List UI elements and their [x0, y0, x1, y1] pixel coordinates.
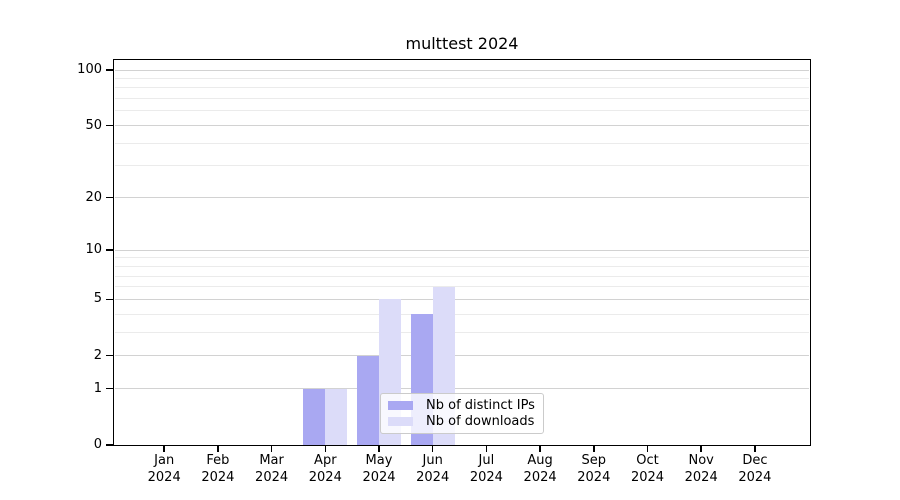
legend-swatch-downloads [388, 417, 413, 426]
minor-gridline [115, 87, 809, 89]
minor-gridline [115, 77, 809, 79]
x-tick-month: Nov [688, 453, 714, 468]
x-tick-month: Jan [154, 453, 175, 468]
x-tick-mark [324, 446, 327, 452]
x-tick-year: 2024 [577, 469, 611, 485]
x-tick-label: Sep 2024 [562, 453, 626, 486]
x-tick-mark [754, 446, 756, 452]
y-tick-mark [106, 124, 114, 127]
minor-gridline [115, 257, 809, 259]
legend-swatch-distinct-ips [388, 401, 413, 410]
y-tick-label: 10 [85, 242, 102, 258]
x-tick-label: Aug 2024 [508, 453, 572, 486]
x-tick-label: Dec 2024 [723, 453, 787, 486]
minor-gridline [115, 142, 809, 144]
major-gridline [115, 298, 809, 300]
x-tick-year: 2024 [469, 469, 503, 485]
plot-frame [113, 59, 811, 446]
x-tick-month: Jun [422, 453, 443, 468]
major-gridline [115, 197, 809, 199]
x-tick-year: 2024 [416, 469, 450, 485]
major-gridline [115, 69, 809, 71]
x-tick-month: Apr [314, 453, 337, 468]
minor-gridline [115, 275, 809, 277]
y-tick-label: 50 [85, 117, 102, 133]
minor-gridline [115, 331, 809, 333]
bar-apr-downloads [325, 388, 348, 445]
minor-gridline [115, 313, 809, 315]
x-tick-mark [431, 446, 434, 452]
x-tick-year: 2024 [630, 469, 665, 485]
major-gridline [115, 125, 809, 127]
major-gridline [115, 355, 809, 357]
x-tick-mark [593, 446, 595, 452]
x-tick-mark [217, 446, 219, 452]
x-tick-month: Jul [478, 453, 495, 468]
minor-gridline [115, 286, 809, 288]
x-tick-year: 2024 [684, 469, 718, 485]
minor-gridline [115, 98, 809, 100]
y-tick-mark [106, 196, 114, 199]
y-tick-mark [106, 387, 114, 390]
x-tick-year: 2024 [201, 469, 235, 485]
x-tick-year: 2024 [362, 469, 396, 485]
y-tick-mark [106, 249, 114, 251]
y-tick-label: 20 [85, 189, 102, 205]
x-tick-label: Apr 2024 [293, 453, 357, 486]
major-gridline [115, 249, 809, 251]
minor-gridline [115, 110, 809, 112]
x-tick-month: Oct [636, 453, 659, 468]
x-tick-year: 2024 [308, 469, 342, 485]
x-tick-year: 2024 [523, 469, 557, 485]
x-tick-month: Mar [259, 453, 284, 468]
chart-title: multtest 2024 [405, 34, 519, 53]
x-tick-mark [485, 446, 488, 452]
x-tick-label: Mar 2024 [240, 453, 304, 486]
y-tick-mark [106, 354, 114, 357]
legend-item-distinct-ips: Nb of distinct IPs [388, 398, 535, 413]
major-gridline [115, 388, 809, 390]
x-tick-mark [378, 446, 380, 452]
x-tick-label: Jan 2024 [132, 453, 196, 486]
x-tick-year: 2024 [147, 469, 181, 485]
x-tick-month: May [365, 453, 393, 468]
bar-may-distinct-ips [357, 355, 379, 445]
x-tick-month: Aug [527, 453, 553, 468]
y-tick-label: 1 [93, 380, 102, 396]
legend-label-distinct-ips: Nb of distinct IPs [426, 398, 535, 413]
legend-item-downloads: Nb of downloads [388, 414, 535, 429]
x-tick-mark [163, 446, 165, 452]
x-tick-label: Jun 2024 [401, 453, 465, 486]
x-tick-mark [700, 446, 702, 452]
x-tick-label: Nov 2024 [669, 453, 733, 486]
legend-label-downloads: Nb of downloads [426, 414, 535, 429]
y-tick-label: 2 [93, 347, 102, 363]
y-tick-mark [106, 69, 114, 71]
y-tick-label: 0 [93, 437, 102, 452]
x-tick-month: Sep [581, 453, 607, 468]
x-tick-label: Oct 2024 [616, 453, 680, 486]
x-tick-year: 2024 [255, 469, 289, 485]
minor-gridline [115, 165, 809, 167]
y-tick-label: 5 [93, 291, 102, 307]
x-tick-label: Feb 2024 [186, 453, 250, 486]
minor-gridline [115, 265, 809, 267]
x-tick-mark [539, 446, 541, 452]
x-tick-label: Jul 2024 [454, 453, 518, 486]
x-tick-mark [270, 446, 273, 452]
x-tick-month: Feb [206, 453, 230, 468]
x-tick-mark [646, 446, 649, 452]
x-tick-month: Dec [742, 453, 768, 468]
y-tick-label: 100 [77, 62, 102, 77]
x-tick-year: 2024 [738, 469, 772, 485]
y-tick-mark [106, 298, 114, 301]
bar-apr-distinct-ips [303, 388, 326, 445]
x-tick-label: May 2024 [347, 453, 411, 486]
legend: Nb of distinct IPs Nb of downloads [380, 393, 544, 434]
y-tick-mark [106, 444, 114, 446]
